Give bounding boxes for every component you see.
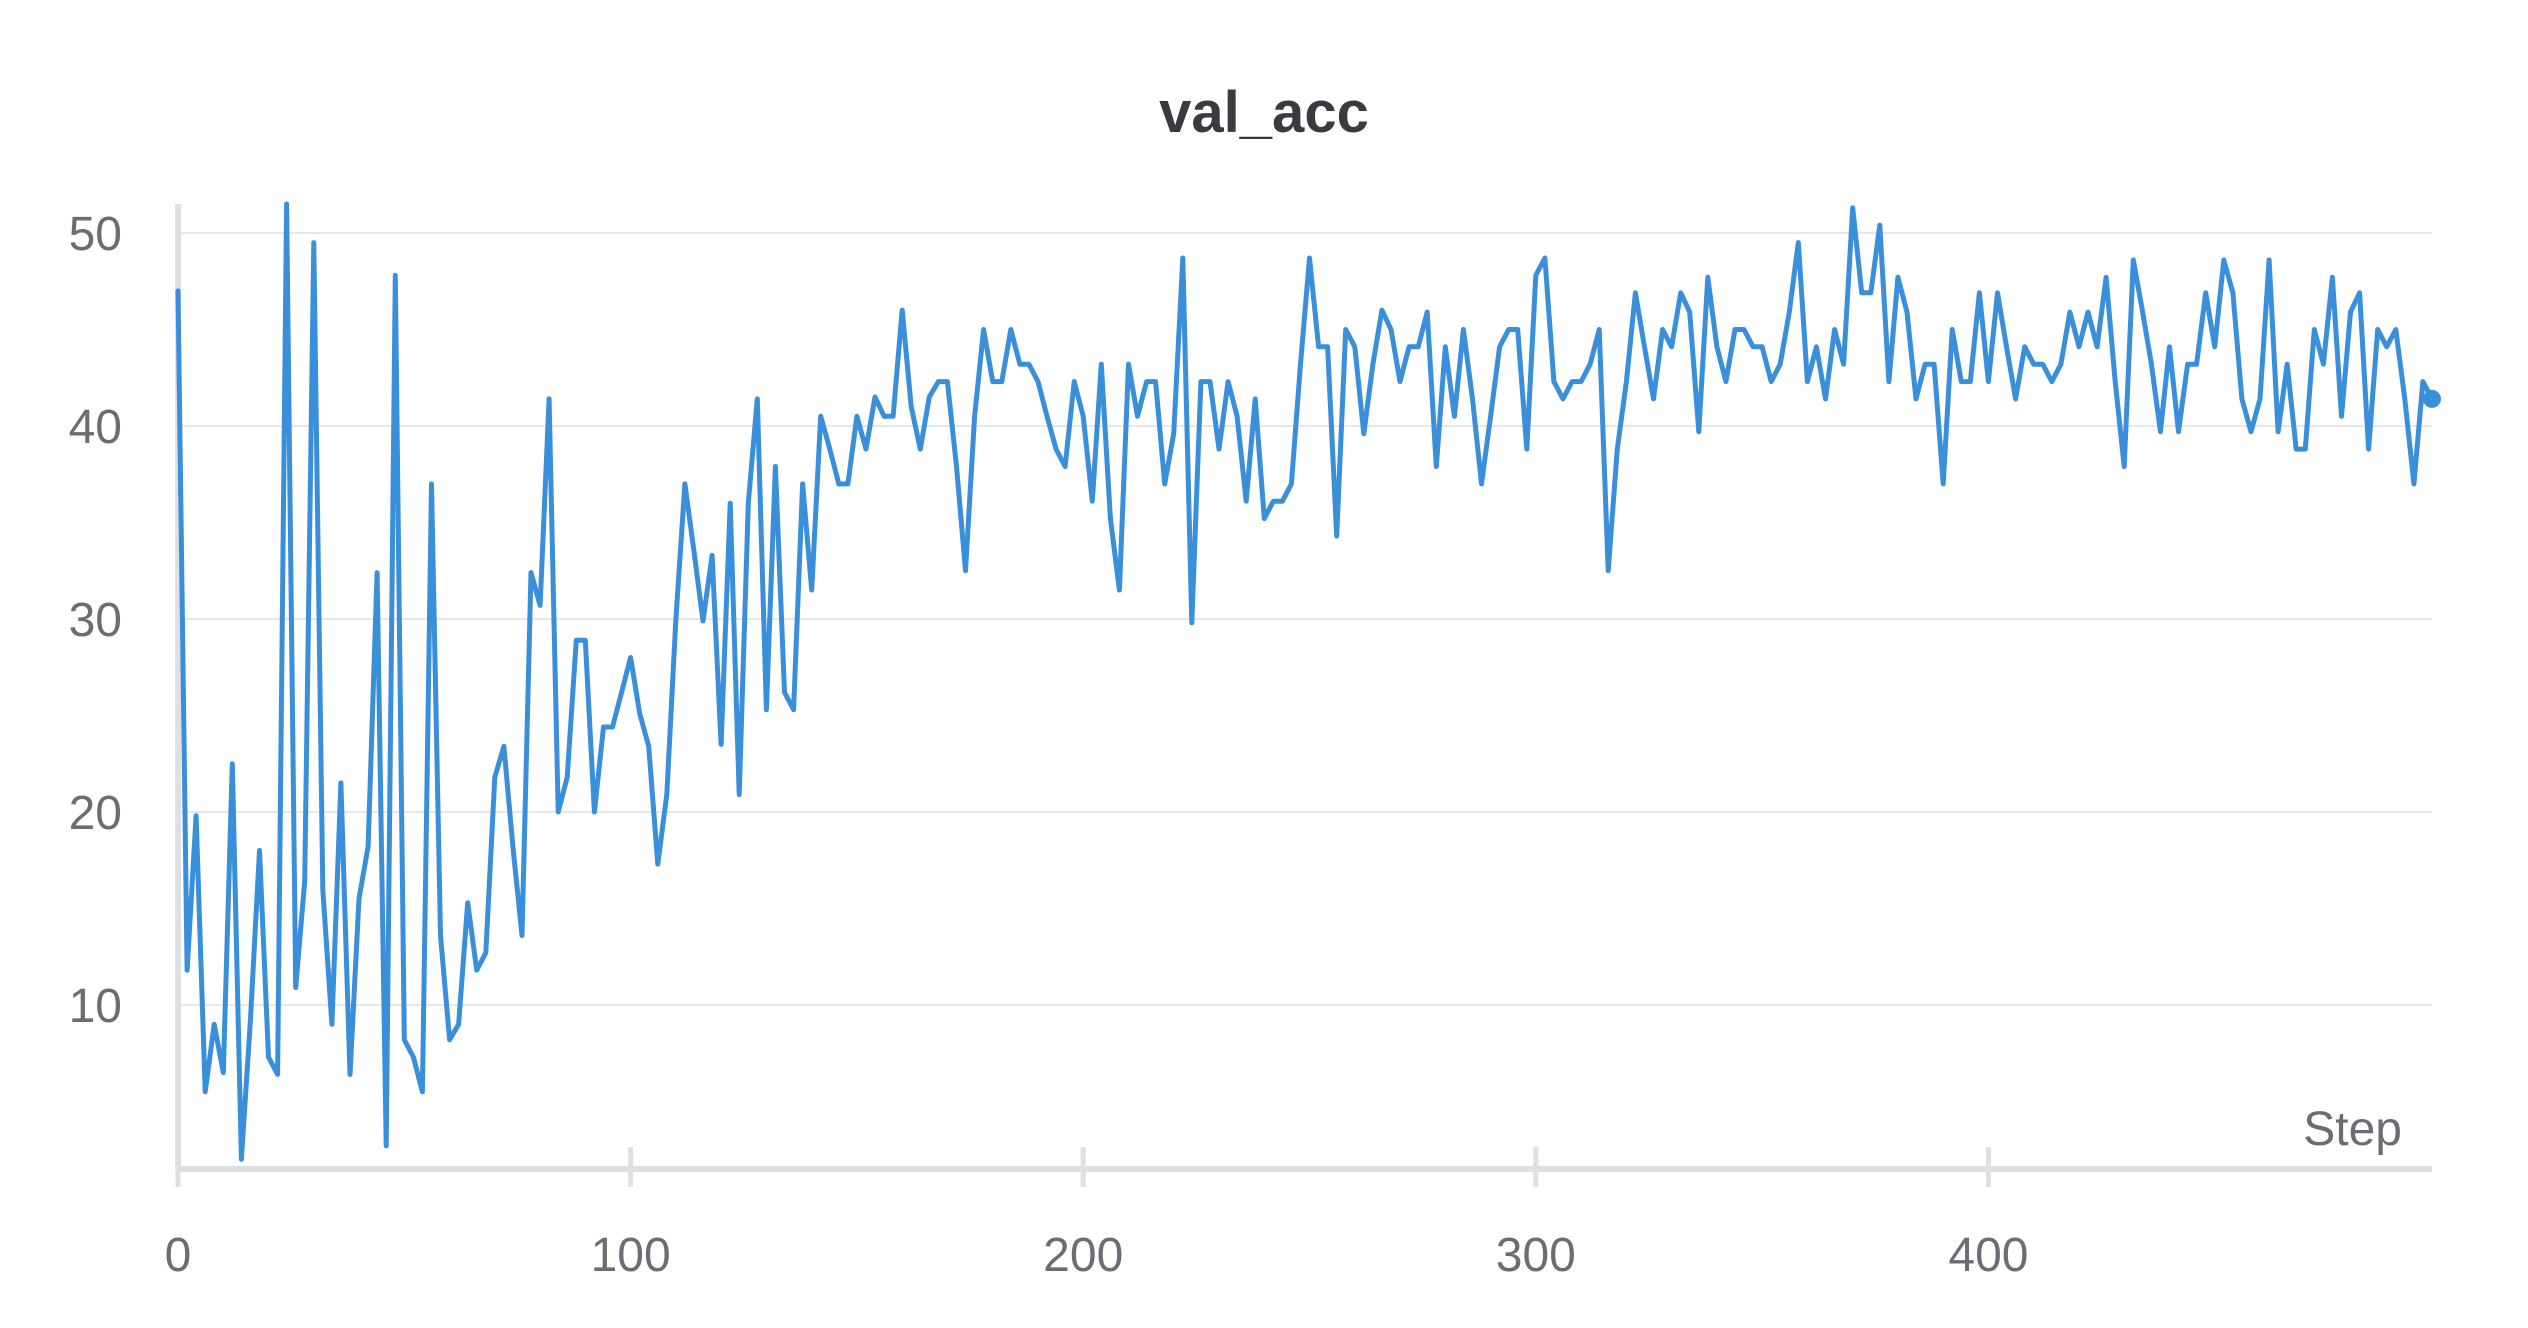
series-line [175,201,2435,1162]
y-tick-label: 40 [69,401,122,454]
x-tick-label: 100 [591,1229,671,1282]
series-group [175,201,2441,1162]
x-tick-label: 300 [1496,1229,1576,1282]
last-point-marker [2423,389,2441,408]
x-tick-label: 400 [1948,1229,2028,1282]
y-tick-label: 30 [69,594,122,647]
axes [175,204,2432,1187]
x-axis-label: Step [2303,1103,2402,1156]
y-tick-label: 10 [69,980,122,1033]
y-tick-label: 20 [69,787,122,840]
x-tick-label: 200 [1043,1229,1123,1282]
y-tick-label: 50 [69,208,122,261]
chart-title: val_acc [1159,80,1369,145]
tick-labels: 10 20 30 40 50 0 100 200 300 400 [69,208,2029,1282]
x-tick-label: 0 [165,1229,192,1282]
